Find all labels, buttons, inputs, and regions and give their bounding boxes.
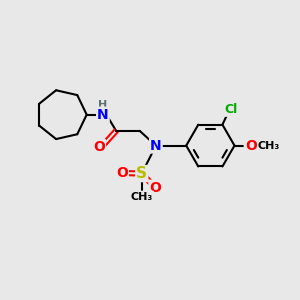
- Text: N: N: [97, 108, 109, 122]
- Text: O: O: [245, 139, 256, 153]
- Text: CH₃: CH₃: [130, 191, 153, 202]
- Text: S: S: [136, 166, 147, 181]
- Text: N: N: [150, 139, 162, 153]
- Text: O: O: [116, 166, 128, 180]
- Text: Cl: Cl: [225, 103, 238, 116]
- Text: O: O: [93, 140, 105, 154]
- Text: CH₃: CH₃: [258, 141, 280, 151]
- Text: H: H: [98, 100, 107, 110]
- Text: O: O: [149, 181, 161, 195]
